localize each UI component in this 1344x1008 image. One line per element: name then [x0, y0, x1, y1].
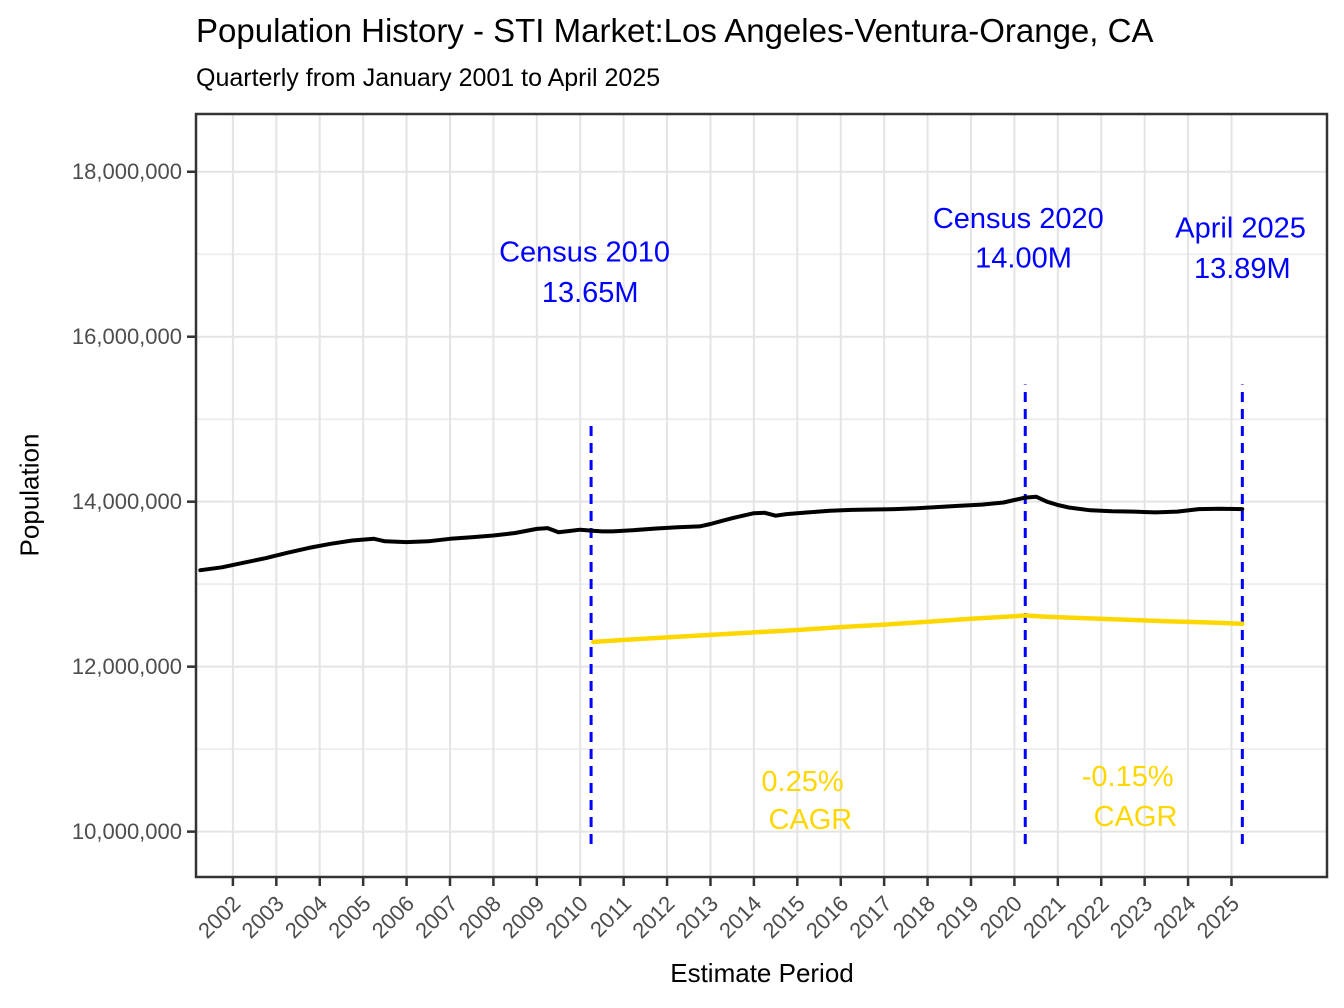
census-2010-label: Census 2010: [499, 237, 670, 269]
x-tick-label: 2005: [323, 891, 375, 943]
x-tick-label: 2011: [585, 891, 636, 942]
x-tick-label: 2010: [540, 891, 592, 943]
y-tick-label: 16,000,000: [72, 324, 182, 349]
census-2020-label: Census 2020: [933, 203, 1104, 235]
x-tick-label: 2012: [627, 891, 679, 943]
census-2010-value: 13.65M: [542, 277, 639, 309]
x-tick-label: 2013: [671, 891, 723, 943]
y-tick-label: 18,000,000: [72, 159, 182, 184]
x-tick-label: 2020: [975, 891, 1027, 943]
x-tick-label: 2017: [844, 891, 896, 943]
april-2025-value: 13.89M: [1194, 253, 1291, 285]
x-tick-label: 2021: [1018, 891, 1070, 943]
x-tick-label: 2023: [1105, 891, 1157, 943]
x-tick-label: 2006: [367, 891, 419, 943]
cagr-2020s-value: -0.15%: [1082, 761, 1174, 793]
chart-title: Population History - STI Market:Los Ange…: [196, 12, 1154, 49]
x-tick-label: 2022: [1061, 891, 1113, 943]
population-history-line: [198, 494, 1245, 573]
cagr-trend-line: [591, 613, 1245, 645]
cagr-2020s-label: CAGR: [1094, 801, 1178, 833]
x-tick-label: 2018: [888, 891, 940, 943]
x-tick-label: 2024: [1148, 891, 1200, 943]
y-tick-label: 10,000,000: [72, 819, 182, 844]
y-tick-label: 14,000,000: [72, 489, 182, 514]
x-tick-label: 2009: [497, 891, 549, 943]
x-tick-label: 2014: [714, 891, 766, 943]
x-axis-title: Estimate Period: [670, 958, 854, 988]
panel-border: [194, 112, 1329, 879]
census-2020-value: 14.00M: [975, 242, 1072, 274]
april-2025-label: April 2025: [1175, 213, 1306, 245]
y-axis-title: Population: [14, 433, 45, 557]
gridlines-minor: [196, 253, 1327, 751]
cagr-2010s-value: 0.25%: [761, 766, 843, 798]
chart-subtitle: Quarterly from January 2001 to April 202…: [196, 64, 661, 92]
axis-ticks: [187, 170, 1233, 886]
x-tick-label: 2019: [931, 891, 983, 943]
x-tick-label: 2007: [410, 891, 462, 943]
y-tick-label: 12,000,000: [72, 654, 182, 679]
x-tick-label: 2002: [193, 891, 245, 943]
gridlines-major: [196, 114, 1327, 877]
x-tick-label: 2016: [801, 891, 853, 943]
x-tick-label: 2015: [758, 891, 810, 943]
x-tick-label: 2008: [454, 891, 506, 943]
cagr-2010s-label: CAGR: [768, 804, 852, 836]
x-tick-label: 2004: [280, 891, 332, 943]
x-tick-label: 2025: [1192, 891, 1244, 943]
x-tick-label: 2003: [237, 891, 289, 943]
